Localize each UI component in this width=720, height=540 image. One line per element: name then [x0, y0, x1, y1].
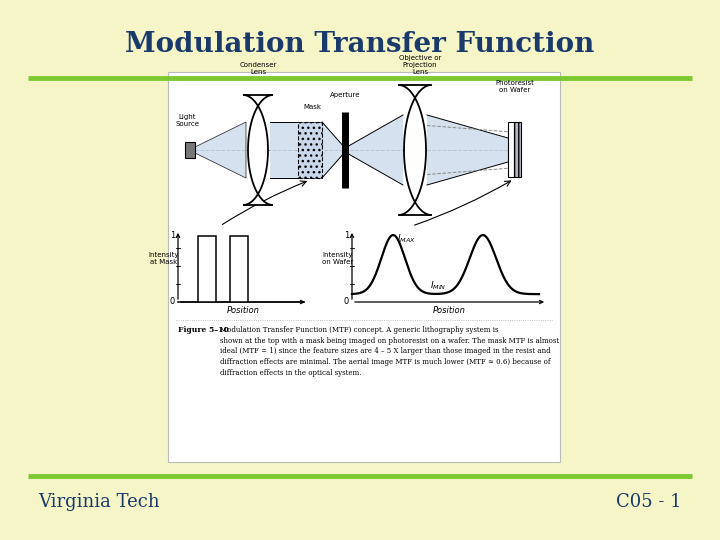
Text: Intensity
at Mask: Intensity at Mask [149, 252, 179, 265]
Text: $\mathit{I}_{MIN}$: $\mathit{I}_{MIN}$ [430, 280, 446, 293]
Text: Position: Position [433, 306, 466, 315]
Text: Objective or
Projection
Lens: Objective or Projection Lens [399, 55, 441, 75]
Text: Condenser
Lens: Condenser Lens [239, 62, 276, 75]
Text: Intensity
on Wafer: Intensity on Wafer [323, 252, 354, 265]
Text: Light
Source: Light Source [175, 114, 199, 127]
Text: Position: Position [227, 306, 259, 315]
Bar [298, 122, 322, 178]
Text: Modulation Transfer Function (MTF) concept. A generic lithography system is
show: Modulation Transfer Function (MTF) conce… [220, 326, 559, 377]
Polygon shape [427, 115, 508, 185]
Polygon shape [195, 122, 246, 178]
Text: Figure 5–10: Figure 5–10 [178, 326, 229, 334]
Polygon shape [243, 95, 273, 205]
Text: 0: 0 [170, 298, 175, 307]
Text: Modulation Transfer Function: Modulation Transfer Function [125, 31, 595, 58]
Text: 1: 1 [343, 231, 349, 240]
Polygon shape [270, 122, 322, 178]
Polygon shape [398, 85, 431, 215]
Polygon shape [322, 115, 403, 185]
Bar [198, 236, 216, 302]
Bar [230, 236, 248, 302]
Bar [508, 122, 514, 177]
Text: $\mathit{I}_{MAX}$: $\mathit{I}_{MAX}$ [397, 232, 416, 245]
Bar [168, 72, 560, 462]
Bar [514, 122, 521, 177]
Bar [185, 142, 195, 158]
Text: C05 - 1: C05 - 1 [616, 493, 682, 511]
Text: 0: 0 [343, 298, 349, 307]
Text: Photoresist
on Wafer: Photoresist on Wafer [495, 80, 534, 93]
Text: Mask: Mask [303, 104, 321, 110]
Text: Aperture: Aperture [330, 92, 360, 98]
Text: 1: 1 [170, 231, 175, 240]
Text: Virginia Tech: Virginia Tech [38, 493, 160, 511]
